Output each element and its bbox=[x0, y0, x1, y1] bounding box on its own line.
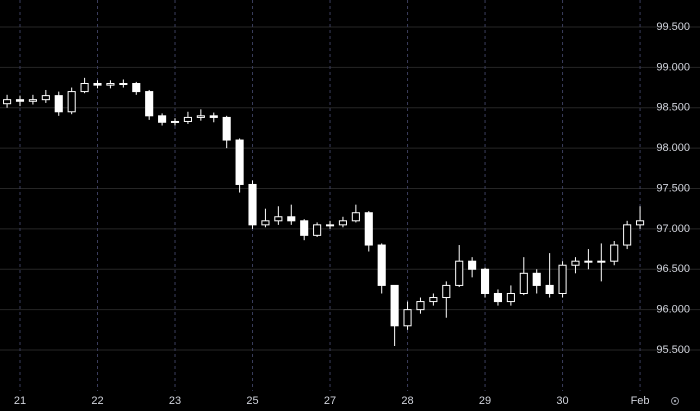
candle-body bbox=[442, 284, 451, 299]
candle-body bbox=[610, 244, 619, 262]
candle-body bbox=[636, 220, 645, 226]
x-tick-label: 23 bbox=[169, 395, 181, 407]
candle-body bbox=[519, 272, 528, 294]
candle-body bbox=[183, 116, 192, 122]
candle-body bbox=[41, 95, 50, 101]
candle-body bbox=[584, 260, 593, 263]
x-tick-label: 27 bbox=[324, 395, 336, 407]
candle-body bbox=[623, 224, 632, 246]
candle-body bbox=[196, 115, 205, 118]
candle-body bbox=[93, 83, 102, 86]
candle-body bbox=[571, 260, 580, 266]
settings-ring[interactable] bbox=[671, 397, 679, 405]
settings-dot[interactable] bbox=[673, 399, 677, 403]
x-tick-label: Feb bbox=[631, 395, 650, 407]
candle-body bbox=[468, 260, 477, 270]
candle-body bbox=[287, 216, 296, 222]
candle-body bbox=[235, 139, 244, 185]
candle-body bbox=[170, 120, 180, 123]
candle-body bbox=[532, 272, 541, 286]
candle-body bbox=[364, 212, 373, 246]
candle-body bbox=[455, 260, 464, 286]
y-tick-label: 99.000 bbox=[656, 61, 690, 73]
y-tick-label: 96.500 bbox=[656, 263, 690, 275]
x-tick-label: 21 bbox=[14, 395, 26, 407]
candle-body bbox=[416, 301, 425, 311]
x-tick-label: 29 bbox=[479, 395, 491, 407]
candle-body bbox=[3, 99, 12, 105]
y-tick-label: 96.000 bbox=[656, 304, 690, 316]
candle-body bbox=[80, 83, 89, 93]
candle-body bbox=[222, 116, 231, 141]
candle-body bbox=[145, 91, 154, 117]
candle-body bbox=[403, 309, 412, 327]
candle-body bbox=[351, 212, 360, 222]
y-tick-label: 97.500 bbox=[656, 182, 690, 194]
candle-body bbox=[506, 292, 515, 303]
x-tick-label: 25 bbox=[246, 395, 258, 407]
candle-body bbox=[325, 224, 335, 227]
candle-body bbox=[15, 99, 25, 102]
candle-body bbox=[429, 297, 438, 303]
candle-body bbox=[390, 284, 399, 327]
x-tick-label: 30 bbox=[556, 395, 568, 407]
grid bbox=[0, 0, 700, 391]
y-tick-label: 98.000 bbox=[656, 142, 690, 154]
candle-body bbox=[119, 83, 128, 86]
y-tick-label: 98.500 bbox=[656, 102, 690, 114]
candle-body bbox=[106, 83, 115, 86]
candle-body bbox=[377, 244, 386, 286]
candle-body bbox=[54, 95, 63, 113]
candle-body bbox=[248, 183, 257, 226]
candle-body bbox=[480, 268, 490, 294]
x-tick-label: 28 bbox=[401, 395, 413, 407]
candle-body bbox=[274, 216, 283, 222]
y-tick-label: 97.000 bbox=[656, 223, 690, 235]
candle-body bbox=[597, 260, 606, 263]
x-tick-label: 22 bbox=[91, 395, 103, 407]
candle-body bbox=[209, 115, 218, 118]
candle-body bbox=[493, 292, 503, 303]
candle-body bbox=[300, 220, 309, 236]
candle-body bbox=[28, 99, 37, 102]
candle-body bbox=[158, 115, 167, 123]
candle-body bbox=[338, 220, 347, 226]
candle-body bbox=[313, 224, 322, 236]
y-tick-label: 99.500 bbox=[656, 21, 690, 33]
candles bbox=[3, 77, 645, 346]
y-tick-label: 95.500 bbox=[656, 344, 690, 356]
candle-body bbox=[132, 83, 141, 93]
settings-icon[interactable] bbox=[671, 397, 679, 405]
candle-body bbox=[558, 264, 567, 294]
candle-body bbox=[545, 284, 554, 294]
candle-body bbox=[67, 91, 76, 113]
candle-body bbox=[261, 220, 270, 226]
